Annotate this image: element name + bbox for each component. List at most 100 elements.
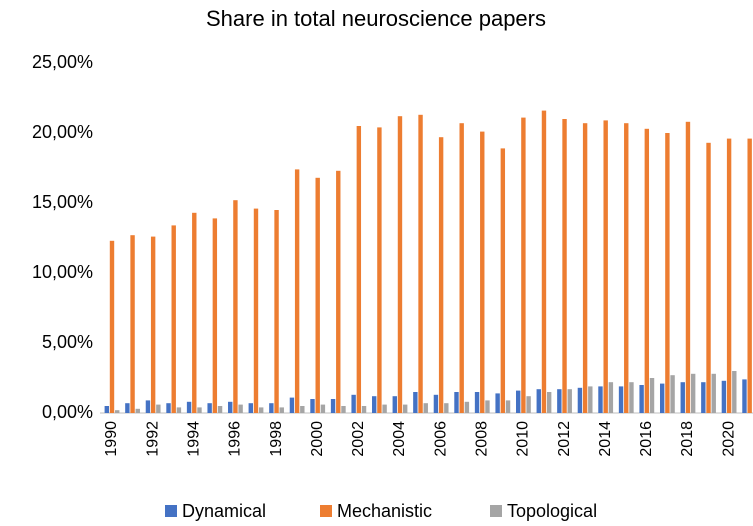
bar xyxy=(217,406,223,413)
bar xyxy=(495,393,500,413)
bar xyxy=(659,383,665,413)
bar xyxy=(444,403,449,413)
x-tick-label: 2012 xyxy=(556,421,573,457)
bar xyxy=(197,407,202,413)
y-tick-label: 15,00% xyxy=(32,192,93,212)
bar xyxy=(351,394,356,413)
x-tick-label: 2000 xyxy=(309,421,326,457)
y-tick-label: 0,00% xyxy=(42,402,93,422)
bar xyxy=(577,387,583,413)
bar xyxy=(274,210,279,413)
bar xyxy=(500,148,506,413)
y-tick-label: 20,00% xyxy=(32,122,93,142)
chart-title: Share in total neuroscience papers xyxy=(206,6,546,31)
bar xyxy=(402,404,408,413)
bar xyxy=(541,110,547,413)
bar xyxy=(701,382,706,413)
x-tick-label: 1998 xyxy=(268,421,285,457)
x-tick-label: 2002 xyxy=(350,421,367,457)
bar xyxy=(413,392,418,413)
bar xyxy=(330,399,336,413)
bar xyxy=(732,371,737,413)
bar xyxy=(150,236,156,413)
bar xyxy=(711,373,716,413)
bar xyxy=(438,137,444,413)
bar xyxy=(685,121,691,414)
bar xyxy=(238,404,243,413)
bar xyxy=(300,406,305,413)
bar xyxy=(526,396,531,413)
bar xyxy=(567,389,572,413)
y-tick-label: 25,00% xyxy=(32,52,93,72)
x-tick-label: 2008 xyxy=(473,421,490,457)
bar xyxy=(377,127,382,414)
legend-swatch xyxy=(165,505,177,517)
legend-label: Topological xyxy=(507,501,597,521)
bar xyxy=(562,119,567,413)
bar xyxy=(721,380,727,413)
bar xyxy=(341,406,346,413)
bar xyxy=(279,407,284,413)
bar xyxy=(624,123,629,413)
bar xyxy=(289,397,295,413)
bar xyxy=(115,410,120,413)
bar xyxy=(485,400,490,413)
bar xyxy=(536,389,541,413)
bar xyxy=(207,403,212,413)
bar xyxy=(726,138,732,413)
bar xyxy=(459,123,464,413)
x-tick-label: 1992 xyxy=(144,421,161,457)
bar xyxy=(747,138,752,413)
bar xyxy=(690,373,696,413)
x-tick-label: 1996 xyxy=(227,421,244,457)
bar xyxy=(557,389,562,413)
bar xyxy=(109,240,115,413)
bar xyxy=(310,399,315,413)
bar xyxy=(104,406,109,413)
legend-label: Dynamical xyxy=(182,501,266,521)
bar xyxy=(516,390,521,413)
bar xyxy=(186,401,192,413)
x-tick-label: 2018 xyxy=(679,421,696,457)
bar xyxy=(582,123,588,413)
bar xyxy=(336,170,341,413)
bar xyxy=(665,133,670,413)
x-tick-label: 2014 xyxy=(597,421,614,457)
bar xyxy=(356,126,362,413)
bar xyxy=(464,401,470,413)
x-tick-label: 2006 xyxy=(432,421,449,457)
bar xyxy=(130,235,135,413)
bar xyxy=(361,406,367,413)
bar xyxy=(742,379,747,413)
x-tick-label: 2016 xyxy=(638,421,655,457)
bar xyxy=(706,142,711,414)
bar xyxy=(433,394,439,413)
x-tick-label: 2010 xyxy=(515,421,532,457)
bar xyxy=(480,131,485,413)
bar xyxy=(253,208,259,413)
bar xyxy=(644,128,650,414)
bar xyxy=(156,404,161,413)
bar xyxy=(546,392,552,413)
bar xyxy=(372,396,377,413)
bar xyxy=(454,392,459,413)
bar xyxy=(392,396,397,413)
bar xyxy=(649,378,655,413)
bar xyxy=(233,200,238,413)
bar xyxy=(166,403,171,413)
bar xyxy=(418,114,423,414)
x-tick-label: 1990 xyxy=(103,421,120,457)
bar xyxy=(192,212,197,413)
x-tick-label: 1994 xyxy=(185,421,202,457)
bar xyxy=(397,116,403,413)
bar xyxy=(670,375,675,413)
legend-swatch xyxy=(320,505,332,517)
bar xyxy=(382,404,387,413)
bar xyxy=(258,407,264,413)
bar xyxy=(171,225,176,413)
bar xyxy=(135,408,140,413)
legend-swatch xyxy=(490,505,502,517)
bar xyxy=(269,403,274,413)
x-tick-label: 2020 xyxy=(720,421,737,457)
